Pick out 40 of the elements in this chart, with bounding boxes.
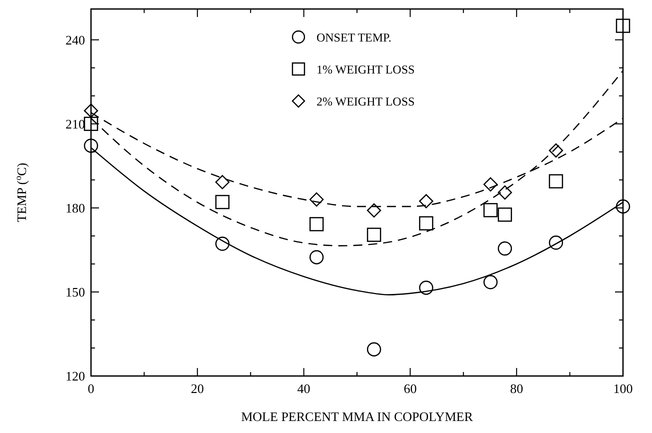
point bbox=[616, 18, 630, 33]
x-tick-label: 60 bbox=[404, 381, 417, 396]
point bbox=[215, 194, 230, 210]
x-axis-title: MOLE PERCENT MMA IN COPOLYMER bbox=[241, 409, 474, 424]
legend-label: 2% WEIGHT LOSS bbox=[316, 94, 415, 108]
x-tick-label: 0 bbox=[88, 381, 94, 396]
point bbox=[309, 217, 324, 232]
point bbox=[419, 194, 434, 208]
y-tick-label: 240 bbox=[66, 32, 85, 48]
point bbox=[419, 280, 434, 295]
point bbox=[84, 116, 98, 131]
point bbox=[84, 104, 98, 118]
point bbox=[616, 199, 630, 214]
y-tick-label: 120 bbox=[66, 368, 85, 384]
point bbox=[366, 342, 382, 356]
y-tick-label: 150 bbox=[66, 284, 85, 300]
legend-label: ONSET TEMP. bbox=[316, 30, 392, 44]
point bbox=[498, 208, 512, 222]
point bbox=[483, 203, 498, 218]
point bbox=[498, 241, 512, 256]
legend-label: 1% WEIGHT LOSS bbox=[316, 62, 415, 76]
point bbox=[215, 175, 230, 190]
point bbox=[309, 250, 324, 264]
point bbox=[215, 236, 230, 251]
x-tick-label: 80 bbox=[510, 381, 524, 396]
point bbox=[483, 177, 498, 192]
point bbox=[548, 143, 564, 158]
point bbox=[548, 174, 564, 188]
x-tick-label: 40 bbox=[297, 381, 310, 396]
point bbox=[84, 138, 98, 153]
y-tick-label: 180 bbox=[66, 200, 85, 216]
point bbox=[309, 192, 324, 207]
point bbox=[366, 203, 382, 218]
point bbox=[483, 275, 498, 290]
x-tick-label: 20 bbox=[190, 381, 204, 396]
point bbox=[548, 236, 564, 250]
point bbox=[498, 185, 512, 200]
point bbox=[419, 216, 434, 230]
x-tick-label: 100 bbox=[613, 381, 633, 396]
point bbox=[366, 228, 382, 242]
